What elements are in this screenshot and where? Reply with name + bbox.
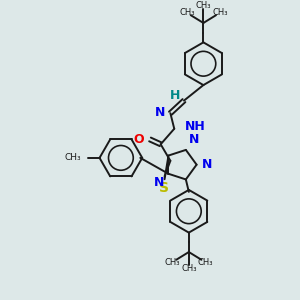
Text: N: N (155, 106, 166, 119)
Text: CH₃: CH₃ (179, 8, 195, 17)
Text: H: H (170, 89, 180, 102)
Text: CH₃: CH₃ (165, 258, 180, 267)
Text: O: O (134, 133, 144, 146)
Text: N: N (189, 133, 199, 146)
Text: NH: NH (185, 120, 206, 133)
Text: CH₃: CH₃ (181, 264, 196, 273)
Text: CH₃: CH₃ (212, 8, 228, 17)
Text: CH₃: CH₃ (64, 153, 81, 162)
Text: CH₃: CH₃ (196, 1, 211, 10)
Text: N: N (154, 176, 165, 189)
Text: S: S (159, 181, 169, 195)
Text: CH₃: CH₃ (198, 258, 213, 267)
Text: N: N (201, 158, 212, 171)
